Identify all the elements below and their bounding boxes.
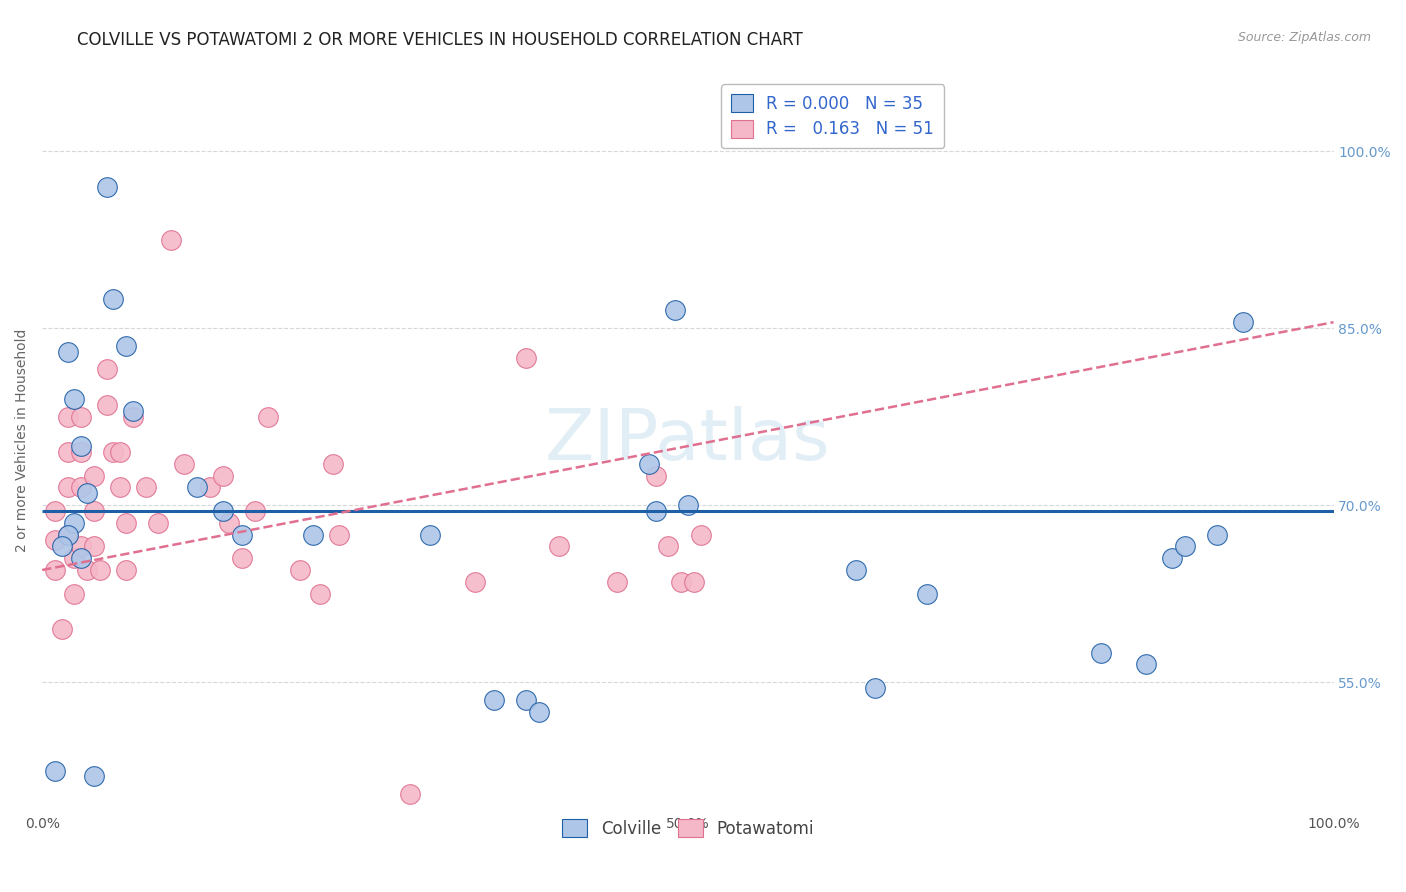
Point — [70, 409, 93, 424]
Point — [70, 445, 93, 459]
Point — [56, 344, 79, 359]
Point — [121, 403, 143, 417]
Point — [96, 179, 118, 194]
Point — [671, 574, 693, 589]
Point — [198, 480, 221, 494]
Point — [308, 586, 330, 600]
Point — [83, 468, 105, 483]
Point — [63, 586, 86, 600]
Point — [56, 480, 79, 494]
Point — [212, 504, 235, 518]
Point — [515, 693, 537, 707]
Point — [322, 457, 344, 471]
Point — [290, 563, 312, 577]
Point — [399, 787, 422, 801]
Point — [70, 439, 93, 453]
Point — [1161, 551, 1184, 566]
Point — [1090, 646, 1112, 660]
Point — [845, 563, 868, 577]
Point — [1206, 527, 1229, 541]
Point — [1232, 315, 1254, 329]
Point — [44, 504, 66, 518]
Text: Source: ZipAtlas.com: Source: ZipAtlas.com — [1237, 31, 1371, 45]
Point — [83, 769, 105, 783]
Point — [76, 486, 98, 500]
Y-axis label: 2 or more Vehicles in Household: 2 or more Vehicles in Household — [15, 328, 30, 552]
Point — [915, 586, 938, 600]
Point — [482, 693, 505, 707]
Point — [83, 540, 105, 554]
Point — [160, 233, 183, 247]
Text: ZIPatlas: ZIPatlas — [546, 406, 831, 475]
Point — [644, 468, 666, 483]
Point — [44, 533, 66, 548]
Point — [257, 409, 280, 424]
Legend: Colville, Potawatomi: Colville, Potawatomi — [555, 813, 820, 845]
Point — [115, 339, 138, 353]
Point — [44, 764, 66, 778]
Point — [676, 498, 699, 512]
Point — [96, 362, 118, 376]
Point — [245, 504, 267, 518]
Point — [56, 527, 79, 541]
Point — [70, 480, 93, 494]
Point — [103, 292, 125, 306]
Point — [96, 398, 118, 412]
Point — [115, 563, 138, 577]
Point — [134, 480, 156, 494]
Point — [173, 457, 195, 471]
Point — [76, 563, 98, 577]
Point — [644, 504, 666, 518]
Point — [56, 409, 79, 424]
Point — [606, 574, 628, 589]
Point — [419, 527, 441, 541]
Point — [148, 516, 170, 530]
Point — [218, 516, 240, 530]
Point — [115, 516, 138, 530]
Point — [44, 563, 66, 577]
Point — [515, 351, 537, 365]
Point — [51, 540, 73, 554]
Point — [231, 527, 253, 541]
Point — [63, 392, 86, 406]
Point — [328, 527, 350, 541]
Point — [186, 480, 208, 494]
Point — [302, 527, 325, 541]
Point — [1135, 657, 1157, 672]
Point — [70, 540, 93, 554]
Point — [56, 445, 79, 459]
Point — [63, 551, 86, 566]
Point — [529, 705, 551, 719]
Point — [638, 457, 661, 471]
Point — [464, 574, 486, 589]
Point — [547, 540, 569, 554]
Point — [683, 574, 706, 589]
Point — [108, 445, 131, 459]
Point — [1174, 540, 1197, 554]
Point — [103, 445, 125, 459]
Point — [83, 504, 105, 518]
Point — [657, 540, 679, 554]
Point — [108, 480, 131, 494]
Text: COLVILLE VS POTAWATOMI 2 OR MORE VEHICLES IN HOUSEHOLD CORRELATION CHART: COLVILLE VS POTAWATOMI 2 OR MORE VEHICLE… — [77, 31, 803, 49]
Point — [863, 681, 886, 695]
Point — [664, 303, 686, 318]
Point — [89, 563, 111, 577]
Point — [70, 551, 93, 566]
Point — [51, 622, 73, 636]
Point — [63, 516, 86, 530]
Point — [689, 527, 711, 541]
Point — [56, 527, 79, 541]
Point — [212, 468, 235, 483]
Point — [231, 551, 253, 566]
Point — [121, 409, 143, 424]
